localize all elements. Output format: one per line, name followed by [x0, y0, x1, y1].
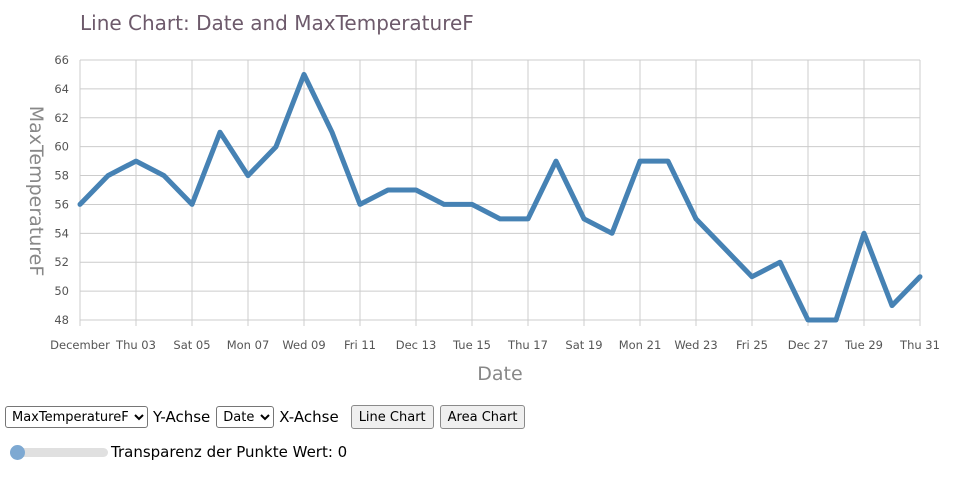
- line-chart-button[interactable]: Line Chart: [350, 405, 434, 429]
- y-tick-label: 54: [54, 226, 69, 240]
- y-axis-label: MaxTemperatureF: [25, 106, 47, 277]
- x-tick-label: Thu 03: [115, 338, 156, 352]
- x-tick-label: Sat 05: [173, 338, 210, 352]
- y-axis-ticks: 48 50 52 54 56 58 60 62 64 66: [54, 53, 69, 327]
- x-tick-label: Fri 11: [344, 338, 376, 352]
- y-axis-select-label: Y-Achse: [153, 408, 211, 426]
- x-tick-label: Mon 21: [619, 338, 662, 352]
- x-tick-label: Dec 13: [396, 338, 437, 352]
- y-tick-label: 64: [54, 82, 69, 96]
- line-chart: Line Chart: Date and MaxTemperatureF 48 5…: [25, 11, 940, 385]
- x-tick-label: Thu 17: [507, 338, 548, 352]
- x-tick-label: Sat 19: [565, 338, 602, 352]
- y-tick-label: 62: [54, 111, 69, 125]
- chart-controls: MaxTemperatureF Y-Achse Date X-Achse Lin…: [5, 404, 526, 430]
- y-tick-label: 56: [54, 197, 69, 211]
- y-axis-select[interactable]: MaxTemperatureF: [5, 406, 148, 428]
- x-tick-label: Thu 31: [899, 338, 940, 352]
- opacity-slider-thumb[interactable]: [10, 444, 25, 460]
- y-tick-label: 58: [54, 169, 69, 183]
- area-chart-button[interactable]: Area Chart: [439, 405, 526, 429]
- x-tick-label: December: [50, 338, 110, 352]
- y-tick-label: 48: [54, 313, 69, 327]
- x-tick-label: Mon 07: [227, 338, 270, 352]
- chart-grid: [79, 59, 921, 321]
- opacity-slider-row: Transparenz der Punkte Wert: 0: [10, 441, 347, 463]
- x-tick-label: Tue 15: [452, 338, 491, 352]
- x-tick-label: Wed 09: [282, 338, 325, 352]
- opacity-slider[interactable]: [10, 444, 108, 460]
- x-tick-label: Tue 29: [844, 338, 883, 352]
- y-tick-label: 66: [54, 53, 69, 67]
- x-axis-select-label: X-Achse: [279, 408, 339, 426]
- x-tick-label: Wed 23: [674, 338, 717, 352]
- y-tick-label: 52: [54, 255, 69, 269]
- x-axis-ticks: December Thu 03 Sat 05 Mon 07 Wed 09 Fri 11 De…: [50, 320, 940, 352]
- x-tick-label: Fri 25: [736, 338, 768, 352]
- chart-title: Line Chart: Date and MaxTemperatureF: [80, 11, 474, 35]
- y-tick-label: 60: [54, 140, 69, 154]
- y-tick-label: 50: [54, 284, 69, 298]
- x-axis-select[interactable]: Date: [216, 406, 275, 428]
- opacity-slider-label: Transparenz der Punkte Wert: 0: [111, 443, 348, 461]
- x-axis-label: Date: [477, 363, 522, 385]
- x-tick-label: Dec 27: [788, 338, 829, 352]
- series-line-maxtemperaturef: [77, 71, 923, 323]
